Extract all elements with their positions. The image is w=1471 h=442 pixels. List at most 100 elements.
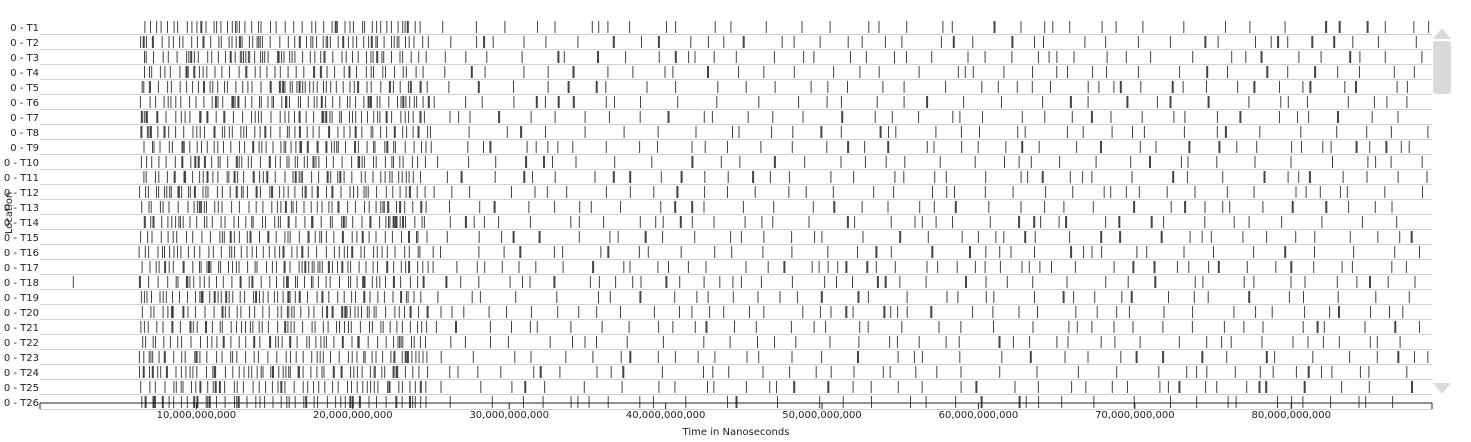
event-mark[interactable] [730, 231, 732, 243]
event-mark[interactable] [969, 246, 971, 258]
event-mark[interactable] [504, 21, 506, 33]
event-mark[interactable] [206, 336, 208, 348]
event-mark[interactable] [427, 261, 429, 273]
event-mark[interactable] [758, 351, 760, 363]
event-mark[interactable] [169, 336, 171, 348]
event-mark[interactable] [1037, 381, 1039, 393]
event-mark[interactable] [145, 171, 147, 183]
event-mark[interactable] [958, 336, 960, 348]
event-mark[interactable] [1224, 126, 1227, 138]
event-mark[interactable] [906, 306, 908, 318]
event-mark[interactable] [1092, 201, 1094, 213]
event-mark[interactable] [293, 381, 295, 393]
event-mark[interactable] [1160, 231, 1163, 243]
event-mark[interactable] [424, 186, 426, 198]
event-mark[interactable] [740, 276, 742, 288]
event-mark[interactable] [927, 231, 929, 243]
event-mark[interactable] [350, 276, 352, 288]
event-mark[interactable] [830, 171, 832, 183]
event-mark[interactable] [727, 396, 728, 408]
event-mark[interactable] [310, 36, 312, 48]
event-mark[interactable] [646, 81, 648, 93]
event-mark[interactable] [1189, 231, 1191, 243]
event-mark[interactable] [164, 66, 166, 78]
event-mark[interactable] [325, 81, 327, 93]
event-mark[interactable] [223, 141, 224, 153]
event-mark[interactable] [417, 276, 419, 288]
event-mark[interactable] [980, 396, 983, 408]
event-mark[interactable] [1411, 381, 1413, 393]
event-mark[interactable] [965, 276, 967, 288]
event-mark[interactable] [1128, 306, 1130, 318]
event-mark[interactable] [397, 336, 399, 348]
event-mark[interactable] [150, 21, 151, 33]
event-mark[interactable] [344, 396, 346, 408]
event-mark[interactable] [351, 381, 352, 393]
event-mark[interactable] [1384, 51, 1386, 63]
event-mark[interactable] [211, 216, 213, 228]
event-mark[interactable] [313, 111, 315, 123]
event-mark[interactable] [476, 261, 478, 273]
event-mark[interactable] [192, 126, 194, 138]
event-mark[interactable] [353, 81, 355, 93]
event-mark[interactable] [945, 81, 947, 93]
event-mark[interactable] [168, 126, 170, 138]
event-mark[interactable] [479, 291, 481, 303]
event-mark[interactable] [1248, 216, 1250, 228]
event-mark[interactable] [278, 51, 280, 63]
event-mark[interactable] [186, 81, 188, 93]
event-mark[interactable] [760, 141, 762, 153]
event-mark[interactable] [161, 36, 163, 48]
event-mark[interactable] [1178, 381, 1181, 393]
event-mark[interactable] [789, 366, 791, 378]
event-mark[interactable] [1274, 351, 1276, 363]
event-mark[interactable] [408, 186, 411, 198]
event-mark[interactable] [155, 261, 157, 273]
event-mark[interactable] [340, 366, 343, 378]
event-mark[interactable] [284, 171, 286, 183]
event-mark[interactable] [415, 66, 417, 78]
event-mark[interactable] [210, 36, 212, 48]
event-mark[interactable] [389, 321, 391, 333]
event-mark[interactable] [1414, 276, 1416, 288]
event-mark[interactable] [1192, 51, 1194, 63]
event-mark[interactable] [296, 276, 298, 288]
event-mark[interactable] [975, 381, 978, 393]
event-mark[interactable] [1166, 186, 1168, 198]
event-mark[interactable] [732, 126, 733, 138]
event-mark[interactable] [221, 321, 223, 333]
event-mark[interactable] [338, 351, 340, 363]
event-mark[interactable] [283, 51, 285, 63]
event-mark[interactable] [588, 396, 590, 408]
event-mark[interactable] [675, 21, 677, 33]
event-mark[interactable] [884, 276, 887, 288]
event-mark[interactable] [216, 276, 217, 288]
event-mark[interactable] [400, 291, 403, 303]
event-mark[interactable] [595, 81, 598, 93]
event-mark[interactable] [840, 156, 842, 168]
event-mark[interactable] [365, 66, 367, 78]
event-mark[interactable] [578, 306, 580, 318]
event-mark[interactable] [225, 291, 228, 303]
event-mark[interactable] [1330, 396, 1332, 408]
event-mark[interactable] [1159, 381, 1161, 393]
event-mark[interactable] [932, 186, 933, 198]
event-mark[interactable] [707, 291, 709, 303]
event-mark[interactable] [1222, 171, 1224, 183]
event-mark[interactable] [1261, 336, 1263, 348]
event-mark[interactable] [1076, 141, 1078, 153]
event-mark[interactable] [653, 306, 655, 318]
event-mark[interactable] [237, 171, 239, 183]
event-mark[interactable] [1337, 291, 1339, 303]
event-mark[interactable] [1091, 321, 1093, 333]
event-mark[interactable] [170, 186, 172, 198]
event-mark[interactable] [1069, 96, 1072, 108]
event-mark[interactable] [1331, 366, 1333, 378]
event-mark[interactable] [371, 351, 373, 363]
event-mark[interactable] [186, 21, 188, 33]
event-mark[interactable] [208, 276, 210, 288]
event-mark[interactable] [343, 246, 345, 258]
event-mark[interactable] [495, 156, 497, 168]
event-mark[interactable] [565, 351, 567, 363]
event-mark[interactable] [1016, 81, 1018, 93]
